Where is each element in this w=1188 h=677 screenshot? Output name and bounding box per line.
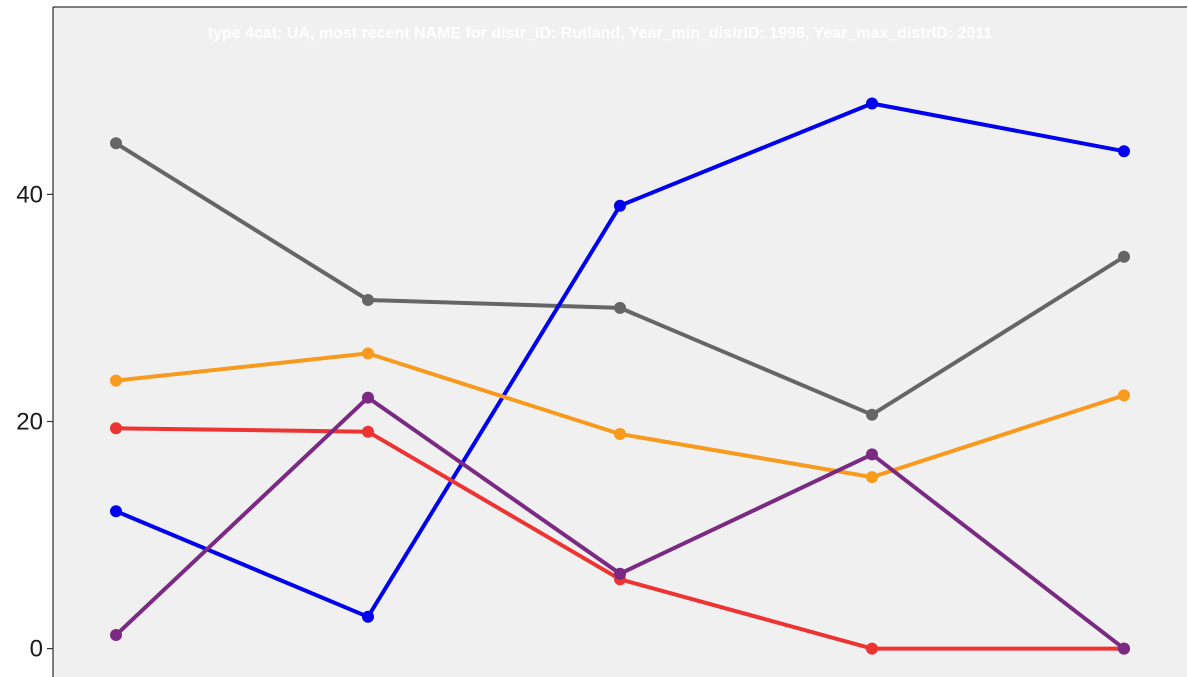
data-point: [110, 374, 122, 387]
data-point: [614, 567, 626, 580]
data-point: [110, 505, 122, 518]
data-point: [866, 408, 878, 421]
data-point: [866, 448, 878, 461]
series-1: [110, 137, 1130, 421]
data-point: [362, 347, 374, 360]
chart-title: type 4cat: UA, most recent NAME for dist…: [208, 25, 993, 42]
data-point: [866, 642, 878, 655]
series-3: [110, 347, 1130, 484]
data-point: [614, 301, 626, 314]
data-point: [362, 425, 374, 438]
series-5: [110, 391, 1130, 655]
data-point: [110, 422, 122, 435]
data-point: [866, 97, 878, 110]
data-point: [1118, 389, 1130, 402]
y-ticks: 0 20 40: [16, 181, 53, 663]
data-point: [362, 294, 374, 306]
data-point: [614, 428, 626, 440]
data-point: [362, 610, 374, 623]
y-tick-label: 40: [16, 181, 43, 208]
data-point: [1118, 642, 1130, 655]
y-tick-label: 20: [16, 408, 43, 435]
series-layer: [110, 97, 1130, 655]
data-point: [866, 471, 878, 484]
data-point: [614, 199, 626, 212]
data-point: [362, 391, 374, 404]
data-point: [110, 137, 122, 150]
data-point: [1118, 145, 1130, 158]
data-point: [110, 629, 122, 641]
data-point: [1118, 250, 1130, 263]
series-2: [110, 97, 1130, 623]
y-tick-label: 0: [30, 636, 43, 663]
